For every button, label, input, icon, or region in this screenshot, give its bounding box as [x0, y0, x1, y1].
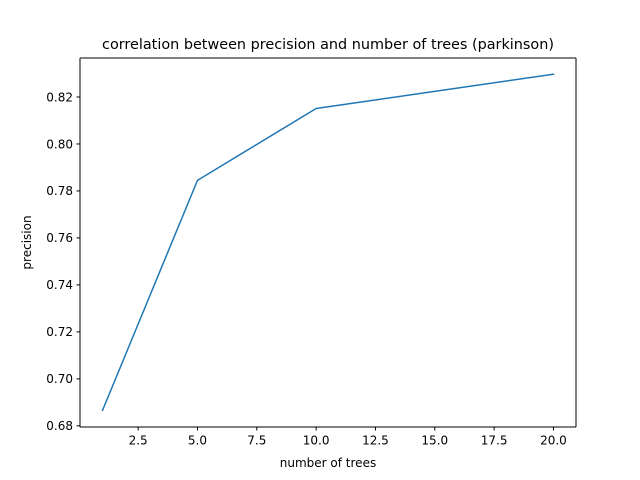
y-tick-label: 0.72 [46, 325, 73, 339]
x-tick-label: 15.0 [421, 434, 448, 448]
x-tick-label: 5.0 [188, 434, 207, 448]
y-tick-label: 0.76 [46, 231, 73, 245]
chart-title: correlation between precision and number… [102, 37, 554, 53]
plot-area [80, 58, 576, 427]
x-tick-label: 20.0 [540, 434, 567, 448]
x-axis-label: number of trees [280, 456, 376, 470]
x-tick-label: 7.5 [247, 434, 266, 448]
y-tick-label: 0.78 [46, 184, 73, 198]
y-tick-label: 0.74 [46, 278, 73, 292]
series-layer [101, 73, 555, 412]
x-tick-label: 10.0 [303, 434, 330, 448]
y-tick-label: 0.80 [46, 137, 73, 151]
y-axis-ticks: 0.68 0.70 0.72 0.74 0.76 0.78 0.80 0.82 [46, 90, 80, 433]
y-tick-label: 0.82 [46, 90, 73, 104]
x-tick-label: 2.5 [129, 434, 148, 448]
x-tick-label: 12.5 [362, 434, 389, 448]
x-tick-label: 17.5 [481, 434, 508, 448]
y-tick-label: 0.68 [46, 419, 73, 433]
series-line [101, 73, 555, 412]
x-axis-ticks: 2.5 5.0 7.5 10.0 12.5 15.0 17.5 20.0 [129, 427, 567, 448]
axes-frame [79, 57, 577, 428]
y-tick-label: 0.70 [46, 372, 73, 386]
y-axis-label: precision [20, 215, 34, 269]
